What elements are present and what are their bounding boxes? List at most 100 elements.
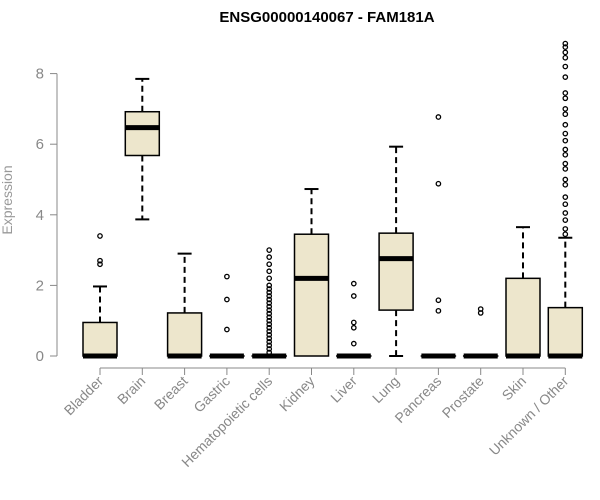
outlier-point bbox=[562, 63, 569, 70]
box-kidney bbox=[293, 188, 330, 357]
outlier-point bbox=[266, 300, 273, 306]
outlier-point bbox=[350, 293, 357, 299]
x-tick-label: Brain bbox=[114, 373, 148, 407]
outlier-point bbox=[266, 282, 273, 289]
x-tick-label: Kidney bbox=[276, 373, 318, 415]
outlier-point bbox=[562, 90, 569, 96]
boxes-group bbox=[82, 40, 584, 359]
box-iqr bbox=[124, 110, 161, 157]
outlier-point bbox=[435, 297, 442, 304]
box-gastric bbox=[209, 273, 245, 359]
outlier-point bbox=[562, 111, 569, 118]
y-tick-label: 6 bbox=[36, 136, 44, 153]
outlier-point bbox=[350, 324, 357, 331]
outlier-point bbox=[97, 233, 103, 239]
outlier-point bbox=[562, 146, 569, 153]
outlier-point bbox=[562, 194, 569, 200]
outlier-point bbox=[435, 307, 442, 314]
outlier-point bbox=[562, 166, 569, 172]
outlier-point bbox=[350, 319, 357, 326]
outlier-point bbox=[562, 40, 569, 47]
outlier-point bbox=[562, 130, 569, 137]
box-skin bbox=[505, 226, 541, 359]
outlier-point bbox=[224, 273, 230, 280]
outlier-point bbox=[266, 314, 273, 321]
outlier-point bbox=[266, 289, 273, 296]
outlier-point bbox=[266, 339, 273, 345]
outlier-point bbox=[224, 296, 230, 303]
y-tick-label: 2 bbox=[36, 277, 44, 294]
x-tick-label: Breast bbox=[151, 373, 191, 413]
x-tick-label: Pancreas bbox=[391, 373, 444, 426]
outlier-point bbox=[562, 210, 569, 216]
outlier-point bbox=[266, 286, 273, 292]
outlier-point bbox=[97, 257, 103, 264]
outlier-point bbox=[266, 254, 273, 261]
outlier-point bbox=[562, 121, 569, 128]
outlier-point bbox=[350, 280, 357, 287]
box-pancreas bbox=[420, 114, 457, 359]
outlier-point bbox=[266, 346, 273, 352]
outlier-point bbox=[266, 324, 273, 331]
outlier-point bbox=[266, 268, 273, 275]
outlier-point bbox=[435, 180, 442, 187]
x-tick-label: Bladder bbox=[61, 373, 107, 419]
outlier-point bbox=[266, 321, 273, 328]
box-iqr bbox=[293, 233, 330, 357]
outlier-point bbox=[562, 176, 569, 183]
y-tick-label: 8 bbox=[36, 66, 44, 83]
y-tick-label: 4 bbox=[36, 207, 44, 224]
box-hematopoietic-cells bbox=[251, 247, 287, 359]
outlier-point bbox=[435, 114, 442, 120]
outlier-point bbox=[562, 137, 569, 144]
outlier-point bbox=[266, 303, 273, 310]
outlier-point bbox=[562, 95, 569, 102]
outlier-point bbox=[266, 275, 273, 282]
outlier-point bbox=[562, 160, 569, 167]
outlier-point bbox=[562, 231, 569, 238]
outlier-point bbox=[562, 49, 569, 56]
outlier-point bbox=[562, 44, 569, 50]
outlier-point bbox=[266, 247, 273, 253]
outlier-point bbox=[562, 201, 569, 208]
chart-title: ENSG00000140067 - FAM181A bbox=[219, 9, 434, 26]
x-tick-label: Lung bbox=[369, 373, 402, 406]
box-lung bbox=[378, 145, 414, 357]
box-iqr bbox=[82, 321, 118, 357]
outlier-point bbox=[266, 310, 273, 317]
outlier-point bbox=[266, 317, 273, 324]
box-iqr bbox=[505, 277, 541, 357]
outlier-point bbox=[266, 342, 273, 349]
outlier-point bbox=[562, 217, 569, 223]
outlier-point bbox=[562, 226, 569, 232]
box-prostate bbox=[462, 306, 499, 359]
outlier-point bbox=[266, 296, 273, 303]
outlier-point bbox=[266, 293, 273, 299]
box-iqr bbox=[378, 232, 414, 311]
x-tick-label: Liver bbox=[327, 373, 360, 406]
outlier-point bbox=[224, 326, 230, 333]
outlier-point bbox=[350, 340, 357, 347]
y-axis-label: Expression bbox=[0, 165, 15, 234]
box-iqr bbox=[166, 312, 203, 357]
outlier-point bbox=[266, 335, 273, 342]
box-bladder bbox=[82, 233, 118, 359]
box-liver bbox=[336, 280, 372, 359]
outlier-point bbox=[562, 106, 569, 112]
outlier-point bbox=[562, 151, 569, 158]
x-tick-label: Skin bbox=[499, 373, 530, 404]
outlier-point bbox=[562, 74, 569, 80]
outlier-point bbox=[477, 306, 484, 312]
outlier-point bbox=[97, 261, 103, 268]
y-tick-label: 0 bbox=[36, 348, 44, 365]
box-brain bbox=[124, 77, 161, 221]
box-unknown-other bbox=[547, 40, 584, 359]
y-axis: 0 2 4 6 8 bbox=[36, 66, 58, 365]
x-tick-label: Prostate bbox=[439, 373, 487, 421]
box-iqr bbox=[547, 306, 584, 357]
outlier-point bbox=[266, 307, 273, 313]
outlier-point bbox=[266, 328, 273, 335]
outlier-point bbox=[562, 54, 569, 61]
outlier-point bbox=[266, 261, 273, 268]
